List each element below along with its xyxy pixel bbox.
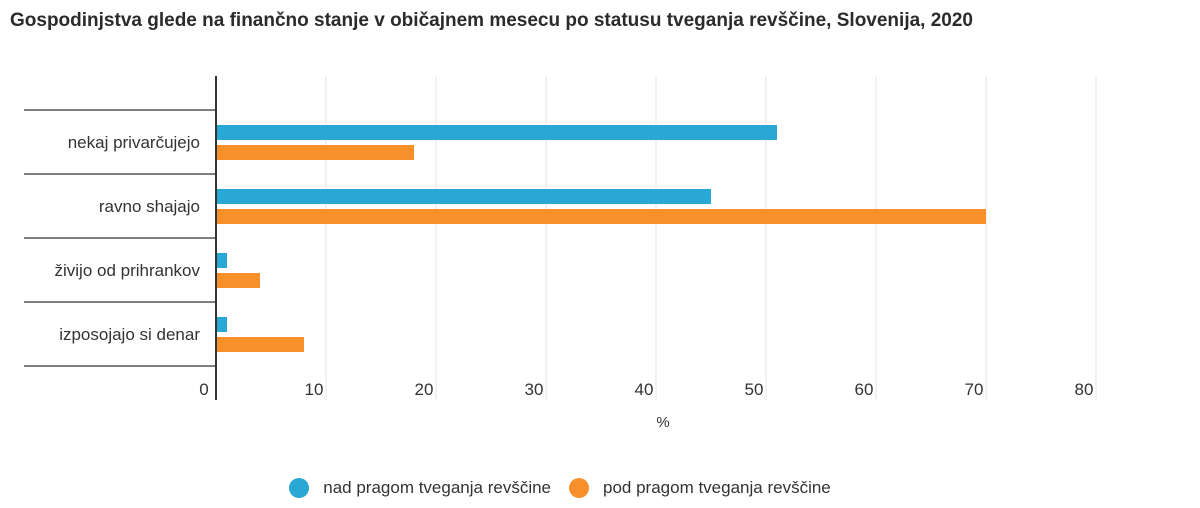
x-tick-label: 30 xyxy=(525,380,544,399)
bar xyxy=(216,273,260,288)
category-label: živijo od prihrankov xyxy=(54,261,200,280)
x-tick-label: 40 xyxy=(635,380,654,399)
bar xyxy=(216,253,227,268)
legend-swatch xyxy=(569,478,589,498)
bar xyxy=(216,125,777,140)
legend-label: pod pragom tveganja revščine xyxy=(603,478,831,497)
bar-chart: 0 10 20 30 40 50 60 70 80 nekaj privarčujejo ravn… xyxy=(24,76,1097,431)
bar xyxy=(216,209,986,224)
chart-title: Gospodinjstva glede na finančno stanje v… xyxy=(10,10,973,31)
x-axis-title: % xyxy=(656,414,669,431)
category-label: ravno shajajo xyxy=(99,197,200,216)
x-tick-label: 0 xyxy=(199,380,208,399)
legend-item: nad pragom tveganja revščine xyxy=(289,478,551,498)
x-tick-label: 70 xyxy=(965,380,984,399)
legend-label: nad pragom tveganja revščine xyxy=(323,478,551,497)
bar xyxy=(216,337,304,352)
x-tick-label: 60 xyxy=(855,380,874,399)
x-tick-label: 20 xyxy=(415,380,434,399)
bars-layer xyxy=(216,125,986,352)
category-labels: nekaj privarčujejo ravno shajajo živijo od… xyxy=(54,133,200,344)
category-label: nekaj privarčujejo xyxy=(68,133,200,152)
bar xyxy=(216,145,414,160)
category-separators xyxy=(24,109,216,367)
x-tick-label: 80 xyxy=(1075,380,1094,399)
bar xyxy=(216,317,227,332)
grid-layer xyxy=(325,76,1097,400)
legend-swatch xyxy=(289,478,310,498)
bar xyxy=(216,189,711,204)
x-tick-labels: 0 10 20 30 40 50 60 70 80 xyxy=(199,380,1093,399)
x-tick-label: 10 xyxy=(305,380,324,399)
legend-item: pod pragom tveganja revščine xyxy=(569,478,831,498)
category-label: izposojajo si denar xyxy=(59,325,200,344)
x-tick-label: 50 xyxy=(745,380,764,399)
legend: nad pragom tveganja revščine pod pragom t… xyxy=(0,478,1120,498)
